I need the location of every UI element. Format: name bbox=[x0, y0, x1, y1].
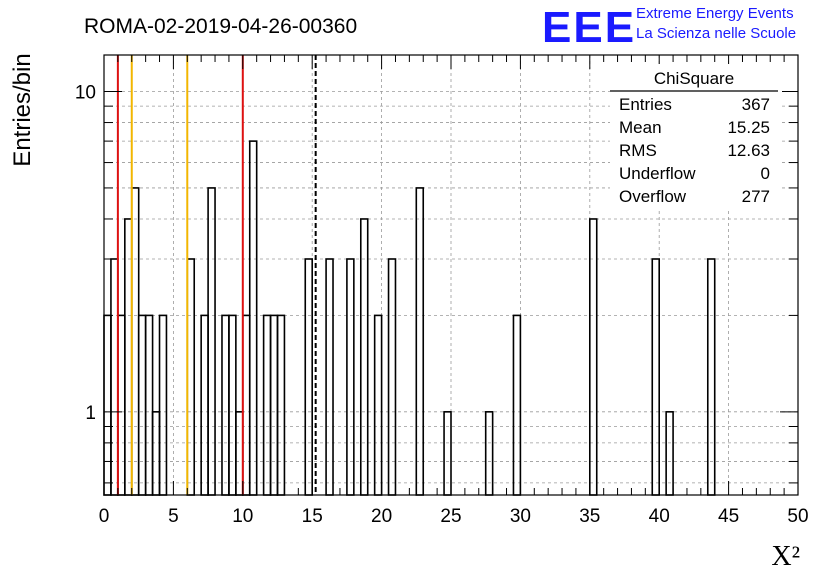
histogram-bar bbox=[117, 314, 126, 496]
histogram-bar bbox=[137, 314, 147, 496]
histogram-bar bbox=[706, 258, 716, 496]
stats-label-overflow: Overflow bbox=[619, 187, 687, 206]
y-tick-labels: 1 10 bbox=[75, 82, 96, 423]
histogram-bar bbox=[221, 314, 230, 496]
histogram-bar bbox=[248, 140, 258, 496]
histogram-bar bbox=[200, 314, 209, 496]
histogram-bar bbox=[651, 258, 661, 496]
histogram-bar bbox=[186, 258, 196, 496]
histogram-bar bbox=[304, 258, 314, 496]
histogram-bar bbox=[512, 314, 522, 496]
x-tick-label: 10 bbox=[232, 506, 253, 527]
y-axis-label: Entries/bin bbox=[9, 53, 36, 166]
stats-label-mean: Mean bbox=[619, 118, 662, 137]
x-tick-label: 0 bbox=[99, 506, 110, 527]
histogram-bar bbox=[110, 258, 119, 496]
histogram-bar bbox=[242, 314, 251, 496]
eee-logo: EEE bbox=[542, 3, 636, 52]
x-tick-label: 40 bbox=[649, 506, 670, 527]
stats-label-entries: Entries bbox=[619, 95, 672, 114]
histogram-bar bbox=[415, 187, 425, 496]
histogram-bar bbox=[144, 314, 154, 496]
brand-line-2: La Scienza nelle Scuole bbox=[636, 25, 796, 42]
stats-value-entries: 367 bbox=[742, 95, 770, 114]
histogram-bar bbox=[103, 314, 112, 496]
run-title: ROMA-02-2019-04-26-00360 bbox=[84, 15, 357, 38]
x-tick-label: 5 bbox=[168, 506, 179, 527]
stats-value-underflow: 0 bbox=[761, 164, 770, 183]
stats-label-underflow: Underflow bbox=[619, 164, 696, 183]
histogram-bar bbox=[130, 187, 140, 496]
histogram-bar bbox=[228, 314, 237, 496]
x-tick-label: 25 bbox=[440, 506, 461, 527]
histogram-bar bbox=[276, 314, 286, 496]
x-tick-label: 35 bbox=[579, 506, 600, 527]
histogram-bar bbox=[262, 314, 272, 496]
histogram-bar bbox=[387, 258, 397, 496]
histogram-bar bbox=[588, 218, 598, 496]
x-tick-labels: 0 5 10 15 20 25 30 35 40 45 50 bbox=[99, 506, 809, 527]
x-tick-label: 45 bbox=[718, 506, 739, 527]
brand-line-1: Extreme Energy Events bbox=[636, 5, 794, 22]
histogram-bar bbox=[325, 258, 334, 496]
reference-lines bbox=[116, 55, 317, 495]
x-tick-label: 50 bbox=[787, 506, 808, 527]
histogram-bar bbox=[359, 218, 369, 496]
stats-value-mean: 15.25 bbox=[727, 118, 770, 137]
x-tick-label: 15 bbox=[302, 506, 323, 527]
histogram-bar bbox=[207, 187, 216, 496]
x-tick-label: 30 bbox=[510, 506, 531, 527]
histogram-bar bbox=[124, 218, 133, 496]
histogram-bar bbox=[269, 314, 279, 496]
stats-label-rms: RMS bbox=[619, 141, 657, 160]
histogram-bar bbox=[373, 314, 383, 496]
y-tick-label: 1 bbox=[85, 403, 96, 424]
stats-value-overflow: 277 bbox=[742, 187, 770, 206]
y-tick-label: 10 bbox=[75, 82, 96, 103]
x-tick-label: 20 bbox=[371, 506, 392, 527]
histogram-bar bbox=[158, 314, 168, 496]
stats-value-rms: 12.63 bbox=[727, 141, 770, 160]
stats-box: ChiSquare Entries 367 Mean 15.25 RMS 12.… bbox=[610, 64, 782, 210]
histogram-bar bbox=[346, 258, 355, 496]
stats-box-title: ChiSquare bbox=[654, 69, 734, 88]
x-axis-label: X² bbox=[771, 541, 800, 572]
